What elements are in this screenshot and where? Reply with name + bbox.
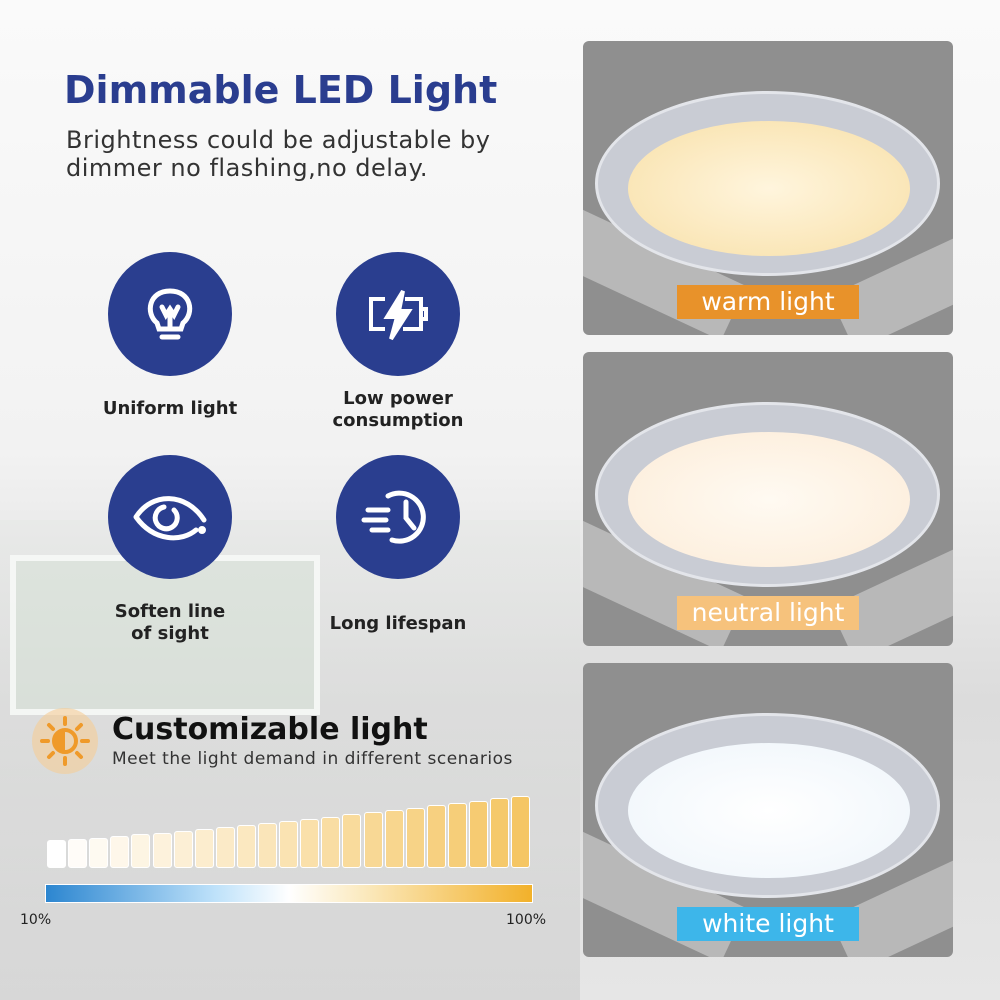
- scale-max-label: 100%: [506, 912, 547, 928]
- feature-soften-sight: Soften line of sight: [90, 455, 250, 645]
- neutral-light-label: neutral light: [677, 596, 859, 630]
- brightness-bar: [258, 822, 277, 868]
- brightness-bar: [68, 838, 88, 868]
- brightness-bar: [236, 824, 256, 868]
- feature-uniform-light: Uniform light: [90, 252, 250, 420]
- light-disc: [628, 743, 910, 878]
- clock-speed-icon: [336, 455, 460, 579]
- panel-warm-light: warm light: [583, 41, 953, 335]
- brightness-bar: [279, 820, 299, 868]
- brightness-bar: [384, 809, 404, 868]
- feature-label: Uniform light: [102, 398, 238, 419]
- brightness-bar: [194, 828, 214, 868]
- feature-label: Low power consumption: [332, 388, 464, 431]
- brightness-bar: [342, 814, 362, 868]
- brightness-bar: [47, 840, 66, 868]
- brightness-bar: [363, 812, 383, 868]
- brightness-bars: [47, 780, 537, 868]
- panel-white-light: white light: [583, 663, 953, 957]
- brightness-bar: [469, 800, 488, 868]
- brightness-bar: [300, 818, 320, 868]
- light-disc: [628, 432, 910, 567]
- brightness-bar: [131, 834, 151, 868]
- white-light-label: white light: [677, 907, 859, 941]
- color-temperature-gradient: [45, 884, 533, 903]
- brightness-bar: [447, 803, 467, 868]
- customizable-subtitle: Meet the light demand in different scena…: [112, 749, 513, 769]
- brightness-bar: [490, 798, 510, 868]
- brightness-bar: [405, 807, 425, 868]
- brightness-bar: [89, 837, 109, 868]
- feature-label: Soften line of sight: [114, 601, 226, 644]
- feature-label: Long lifespan: [329, 613, 467, 634]
- brightness-bar: [152, 832, 172, 868]
- brightness-bar: [173, 830, 193, 868]
- page-title: Dimmable LED Light: [64, 68, 498, 112]
- customizable-title: Customizable light: [112, 712, 428, 747]
- battery-charging-icon: [336, 252, 460, 376]
- feature-long-lifespan: Long lifespan: [318, 455, 478, 635]
- page-subtitle: Brightness could be adjustable by dimmer …: [66, 126, 491, 182]
- brightness-bar: [511, 796, 531, 868]
- brightness-bar: [215, 826, 235, 868]
- brightness-bar: [110, 835, 130, 868]
- panel-neutral-light: neutral light: [583, 352, 953, 646]
- sun-half-icon: [32, 708, 98, 774]
- feature-low-power: Low power consumption: [318, 252, 478, 432]
- light-disc: [628, 121, 910, 256]
- lightbulb-icon: [108, 252, 232, 376]
- brightness-bar: [321, 816, 341, 868]
- brightness-bar: [426, 805, 446, 868]
- eye-icon: [108, 455, 232, 579]
- scale-min-label: 10%: [20, 912, 52, 928]
- warm-light-label: warm light: [677, 285, 859, 319]
